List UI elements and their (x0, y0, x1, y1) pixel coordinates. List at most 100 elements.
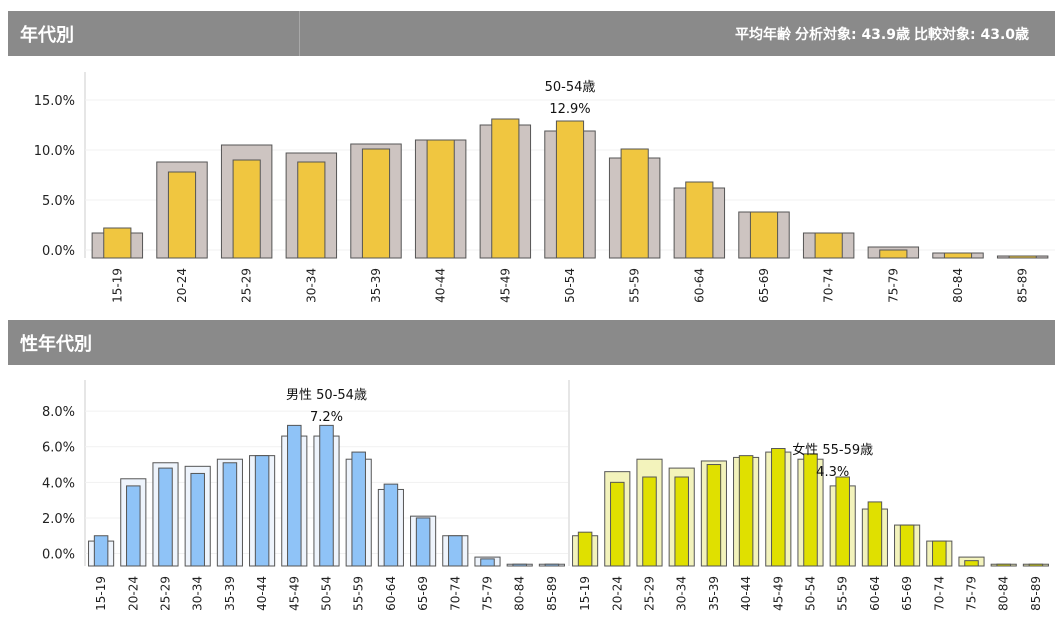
header-divider (299, 11, 300, 56)
y-tick-label: 5.0% (42, 194, 75, 209)
analysis-bar (610, 481, 625, 567)
annotation-value: 12.9% (549, 102, 590, 117)
analysis-bar (319, 424, 334, 567)
x-tick-label: 50-54 (320, 576, 334, 611)
x-tick-label: 30-34 (675, 576, 689, 611)
average-age-analysis: 分析対象: 43.9歳 (794, 26, 910, 43)
x-tick-label: 85-89 (1029, 576, 1043, 611)
age-chart: 15.0% 10.0% 5.0% 0.0% 15-19 20-24 25-29 30-34 35… (34, 72, 1055, 303)
analysis-bar (642, 476, 657, 567)
analysis-bar (835, 476, 850, 567)
x-tick-label: 40-44 (434, 268, 448, 303)
annotation-value: 4.3% (816, 465, 849, 480)
annotation-value: 7.2% (310, 410, 343, 425)
x-tick-label: 70-74 (932, 576, 946, 611)
analysis-bar (706, 464, 722, 567)
average-age-summary: 平均年齢 分析対象: 43.9歳 比較対象: 43.0歳 (731, 11, 1029, 56)
x-tick-label: 35-39 (369, 268, 383, 303)
analysis-bar (1008, 255, 1037, 259)
x-tick-label: 35-39 (223, 576, 237, 611)
x-tick-label: 85-89 (545, 576, 559, 611)
y-tick-label: 15.0% (34, 94, 75, 109)
analysis-bar (932, 540, 947, 567)
y-tick-label: 0.0% (42, 244, 75, 259)
x-tick-label: 15-19 (578, 576, 592, 611)
x-tick-label: 55-59 (352, 576, 366, 611)
analysis-bar (738, 455, 754, 567)
x-tick-label: 20-24 (126, 576, 140, 611)
age-section-title: 年代別 (20, 24, 74, 46)
analysis-bar (491, 118, 520, 259)
x-tick-label: 55-59 (628, 268, 642, 303)
x-tick-label: 75-79 (886, 268, 900, 303)
x-tick-label: 45-49 (498, 268, 512, 303)
analysis-bar (222, 462, 238, 567)
x-tick-label: 30-34 (191, 576, 205, 611)
x-tick-label: 70-74 (822, 268, 836, 303)
analysis-bar (879, 249, 908, 259)
analysis-bar (685, 181, 714, 259)
analysis-bar (867, 501, 883, 567)
analysis-bar (415, 517, 431, 567)
analysis-bar (577, 531, 593, 567)
y-tick-label: 6.0% (42, 441, 75, 456)
x-tick-label: 25-29 (643, 576, 657, 611)
analysis-bar (964, 560, 979, 567)
x-tick-label: 60-64 (384, 576, 398, 611)
x-tick-label: 45-49 (771, 576, 785, 611)
analysis-bar (297, 161, 326, 259)
x-tick-label: 25-29 (159, 576, 173, 611)
annotation-label: 男性 50-54歳 (286, 388, 367, 403)
x-tick-label: 65-69 (757, 268, 771, 303)
x-tick-label: 55-59 (836, 576, 850, 611)
analysis-bar (512, 563, 527, 567)
gender-age-section-title: 性年代別 (20, 333, 92, 355)
y-tick-label: 0.0% (42, 548, 75, 563)
x-tick-label: 35-39 (707, 576, 721, 611)
x-tick-label: 65-69 (900, 576, 914, 611)
analysis-bar (943, 252, 973, 259)
analysis-bar (480, 558, 495, 567)
x-tick-label: 45-49 (287, 576, 301, 611)
x-tick-label: 15-19 (94, 576, 108, 611)
x-tick-label: 70-74 (448, 576, 462, 611)
x-tick-label: 75-79 (965, 576, 979, 611)
analysis-bar (899, 524, 915, 567)
analysis-bar (126, 485, 141, 567)
x-tick-label: 20-24 (175, 268, 189, 303)
x-tick-label: 50-54 (563, 268, 577, 303)
analysis-bar (167, 171, 197, 259)
analysis-bar (674, 476, 689, 567)
x-tick-label: 40-44 (739, 576, 753, 611)
analysis-bar (749, 211, 779, 259)
analysis-bar (814, 232, 843, 259)
y-tick-label: 10.0% (34, 144, 75, 159)
x-tick-label: 65-69 (416, 576, 430, 611)
analysis-bar (287, 424, 302, 567)
gender-age-chart: 8.0% 6.0% 4.0% 2.0% 0.0% 15-19 20-24 25-29 30-34… (42, 380, 1049, 611)
x-tick-label: 15-19 (110, 268, 124, 303)
x-tick-label: 80-84 (513, 576, 527, 611)
average-age-compare: 比較対象: 43.0歳 (913, 26, 1029, 43)
analysis-bar (351, 451, 366, 567)
x-tick-label: 80-84 (997, 576, 1011, 611)
x-tick-label: 50-54 (804, 576, 818, 611)
y-tick-label: 8.0% (42, 405, 75, 420)
analysis-bar (190, 472, 205, 567)
x-tick-label: 75-79 (481, 576, 495, 611)
x-tick-label: 30-34 (304, 268, 318, 303)
analysis-bar (361, 148, 391, 259)
analysis-bar (158, 467, 173, 567)
y-tick-label: 2.0% (42, 512, 75, 527)
analysis-bar (103, 227, 132, 259)
analysis-bar (555, 120, 585, 259)
analysis-bar (803, 453, 818, 567)
y-tick-label: 4.0% (42, 476, 75, 491)
analysis-bar (448, 535, 463, 567)
analysis-bar (426, 139, 455, 259)
gender-age-section-header: 性年代別 (8, 320, 1055, 365)
analysis-bar (544, 563, 560, 567)
analysis-bar (620, 148, 649, 259)
x-tick-label: 20-24 (610, 576, 624, 611)
x-tick-label: 60-64 (692, 268, 706, 303)
